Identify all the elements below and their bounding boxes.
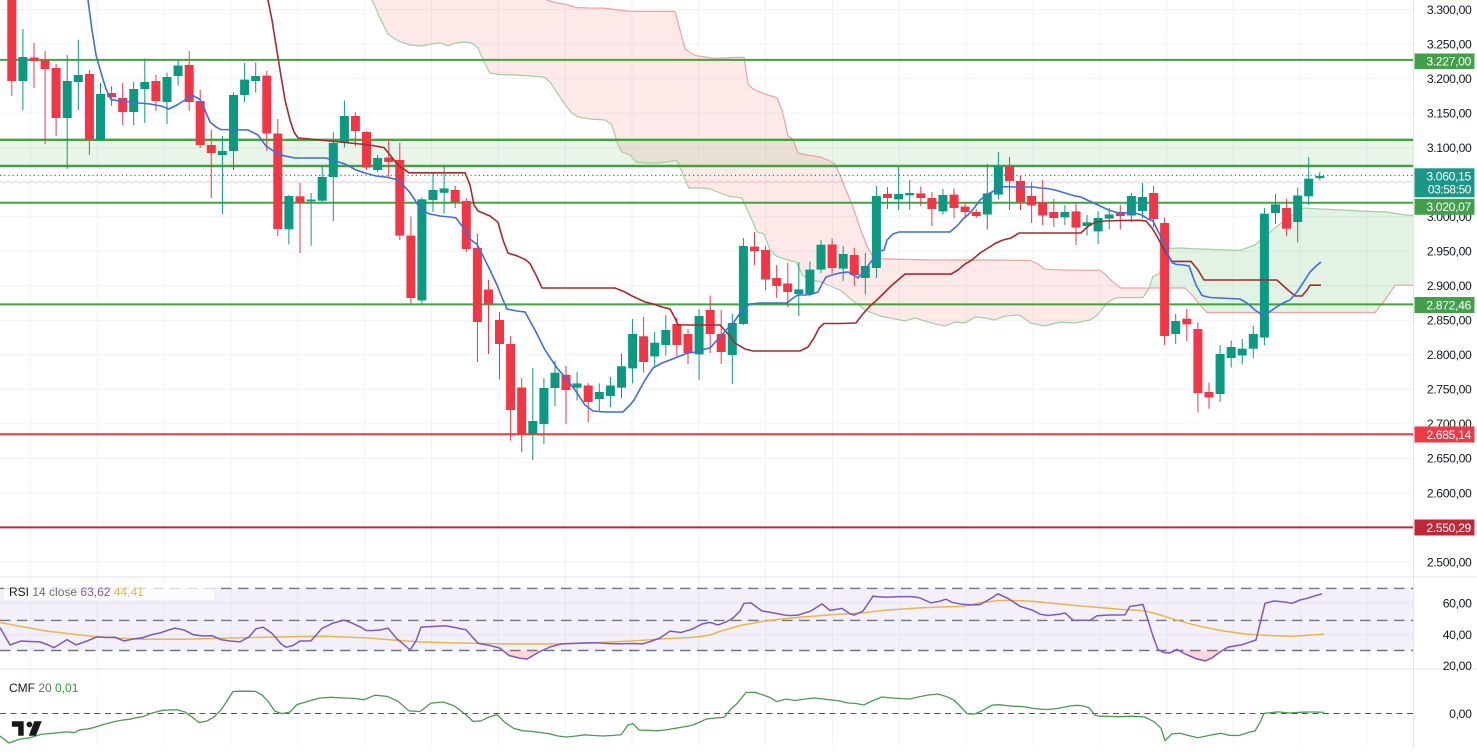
svg-text:3.100,00: 3.100,00	[1427, 141, 1472, 155]
svg-text:2.685,14: 2.685,14	[1426, 428, 1471, 442]
svg-text:3.250,00: 3.250,00	[1427, 37, 1472, 51]
svg-text:2.500,00: 2.500,00	[1427, 555, 1472, 569]
svg-text:2.650,00: 2.650,00	[1427, 452, 1472, 466]
svg-text:03:58:50: 03:58:50	[1428, 183, 1472, 197]
svg-text:2.850,00: 2.850,00	[1427, 314, 1472, 328]
svg-text:3.227,00: 3.227,00	[1426, 55, 1471, 69]
svg-text:CMF 20 0,01: CMF 20 0,01	[9, 681, 79, 695]
svg-text:3.060,15: 3.060,15	[1426, 170, 1471, 184]
svg-text:3.300,00: 3.300,00	[1427, 3, 1472, 17]
svg-text:2.600,00: 2.600,00	[1427, 486, 1472, 500]
svg-text:20,00: 20,00	[1443, 659, 1472, 673]
svg-text:3.150,00: 3.150,00	[1427, 106, 1472, 120]
svg-text:2.550,29: 2.550,29	[1426, 521, 1471, 535]
svg-text:3.200,00: 3.200,00	[1427, 72, 1472, 86]
svg-text:40,00: 40,00	[1443, 628, 1472, 642]
svg-text:2.900,00: 2.900,00	[1427, 279, 1472, 293]
svg-text:2.750,00: 2.750,00	[1427, 383, 1472, 397]
svg-text:2.950,00: 2.950,00	[1427, 245, 1472, 259]
svg-text:2.800,00: 2.800,00	[1427, 348, 1472, 362]
svg-text:2.872,46: 2.872,46	[1426, 298, 1471, 312]
svg-text:0,00: 0,00	[1449, 707, 1472, 721]
svg-text:3.020,07: 3.020,07	[1426, 200, 1471, 214]
svg-text:60,00: 60,00	[1443, 596, 1472, 610]
svg-text:RSI 14 close 63,62 44,41: RSI 14 close 63,62 44,41	[9, 585, 144, 599]
